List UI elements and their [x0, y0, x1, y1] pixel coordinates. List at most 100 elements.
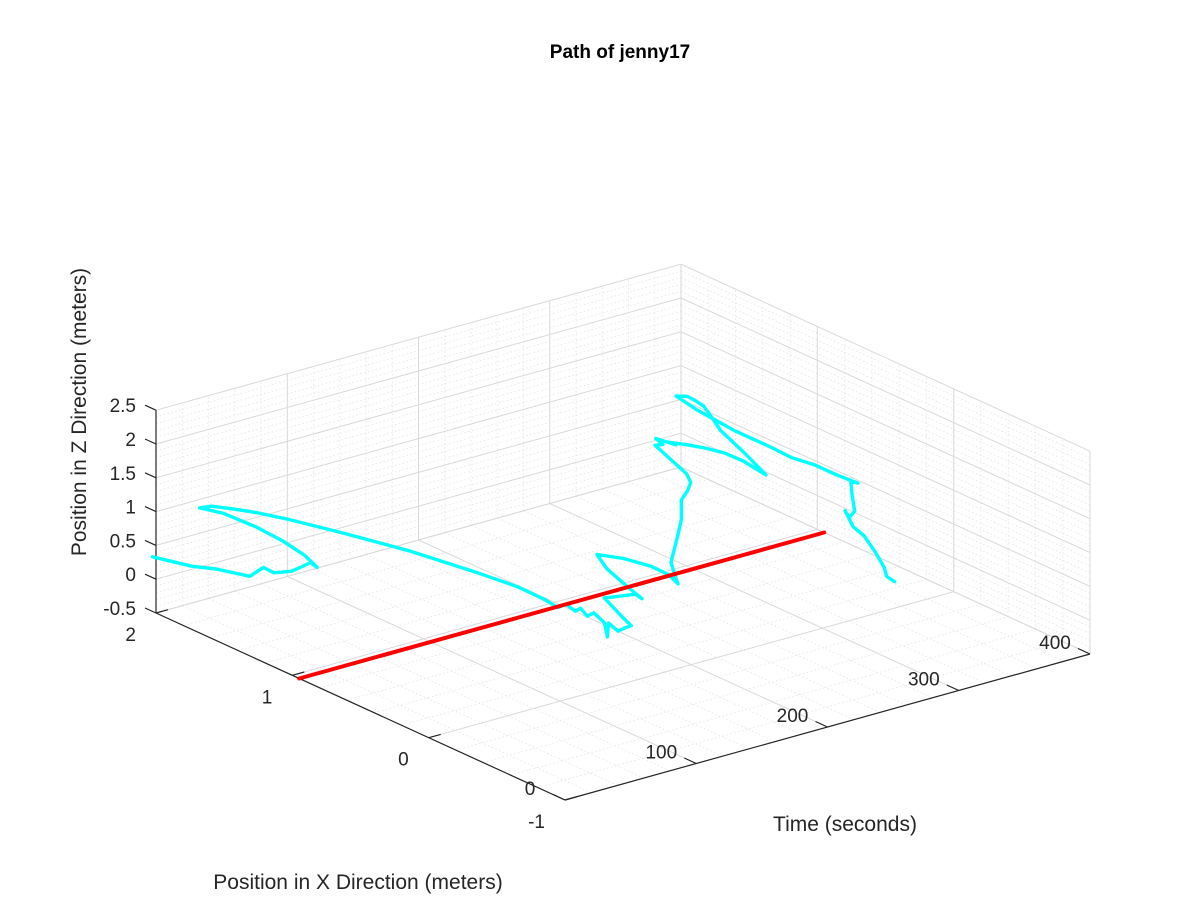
y-tick-mark	[564, 796, 578, 801]
y-tick-mark	[155, 609, 169, 614]
minor-gridline	[602, 488, 1012, 677]
x-tick-label: 400	[1039, 633, 1071, 654]
z-tick-mark	[144, 573, 157, 580]
minor-gridline	[234, 590, 644, 779]
minor-gridline	[680, 419, 1091, 608]
minor-gridline	[182, 605, 592, 794]
y-tick-mark	[292, 671, 305, 676]
minor-gridline	[680, 324, 1091, 513]
major-gridline	[155, 365, 682, 513]
minor-gridline	[680, 311, 1091, 499]
major-gridline	[680, 365, 1091, 554]
minor-gridline	[680, 372, 1091, 560]
x-tick-mark	[552, 793, 566, 801]
major-gridline	[680, 398, 1091, 587]
major-gridline	[155, 297, 682, 445]
z-tick-label: 1.5	[110, 464, 136, 485]
minor-gridline	[680, 378, 1091, 567]
major-gridline	[155, 331, 682, 479]
minor-gridline	[260, 583, 671, 772]
z-tick-mark	[144, 404, 157, 411]
major-gridline	[680, 297, 1091, 486]
z-tick-mark	[144, 607, 157, 614]
minor-gridline	[680, 446, 1091, 635]
minor-gridline	[680, 412, 1091, 601]
series-layer	[150, 394, 897, 681]
minor-gridline	[680, 439, 1091, 628]
major-gridline	[680, 466, 1091, 655]
z-tick-label: 2.5	[110, 396, 136, 417]
reference-series-line	[297, 530, 827, 681]
major-gridline	[292, 528, 818, 676]
minor-gridline	[523, 510, 933, 699]
y-tick-label: -1	[528, 812, 545, 833]
minor-gridline	[470, 525, 881, 713]
z-tick-mark	[144, 472, 157, 479]
z-tick-label: 1	[125, 498, 136, 519]
z-axis-label: Position in Z Direction (meters)	[68, 268, 91, 556]
major-gridline	[155, 263, 682, 411]
x-tick-label: 200	[777, 706, 809, 727]
z-tick-label: 0.5	[110, 531, 136, 552]
chart-title: Path of jenny17	[550, 42, 690, 63]
tick-labels: 0 100 200 300 400 -1 0 1 2 -0.5 0 0.5 1 1.5 2 2.5	[103, 396, 1071, 833]
y-tick-label: 1	[262, 687, 273, 708]
axes-lines	[144, 404, 1091, 801]
path-series-line	[150, 394, 897, 639]
y-axis-line	[155, 612, 566, 801]
minor-gridline	[680, 284, 1091, 472]
minor-gridline	[680, 277, 1091, 466]
minor-gridline	[680, 338, 1091, 526]
minor-gridline	[680, 426, 1091, 614]
major-grid	[155, 263, 1091, 801]
y-axis-label: Position in X Direction (meters)	[213, 871, 502, 894]
minor-gridline	[680, 453, 1091, 641]
minor-gridline	[680, 385, 1091, 574]
x-tick-label: 100	[645, 743, 677, 764]
minor-gridline	[680, 304, 1091, 493]
minor-gridline	[365, 554, 776, 742]
minor-gridline	[339, 561, 749, 750]
major-gridline	[155, 432, 682, 580]
minor-gridline	[680, 459, 1091, 648]
minor-gridline	[575, 495, 986, 684]
minor-gridline	[680, 344, 1091, 533]
minor-grid	[155, 263, 1091, 801]
x-axis-label: Time (seconds)	[773, 813, 917, 836]
x-tick-label: 0	[525, 779, 536, 800]
minor-gridline	[497, 517, 907, 706]
minor-gridline	[654, 473, 1064, 662]
z-tick-mark	[144, 506, 157, 513]
y-tick-mark	[428, 733, 441, 739]
major-gridline	[418, 539, 828, 728]
x-tick-label: 300	[908, 670, 940, 691]
minor-gridline	[680, 270, 1091, 459]
z-tick-mark	[144, 539, 157, 546]
major-gridline	[680, 331, 1091, 520]
y-tick-label: 0	[398, 750, 409, 771]
major-gridline	[287, 576, 697, 764]
minor-gridline	[680, 351, 1091, 540]
minor-gridline	[680, 358, 1091, 547]
minor-gridline	[680, 392, 1091, 580]
z-tick-label: -0.5	[103, 599, 136, 620]
y-tick-label: 2	[125, 625, 136, 646]
minor-gridline	[628, 481, 1038, 669]
minor-gridline	[313, 568, 723, 757]
minor-gridline	[208, 598, 618, 786]
x-tick-mark	[946, 684, 960, 692]
minor-gridline	[680, 317, 1091, 506]
minor-gridline	[444, 532, 854, 721]
minor-gridline	[680, 405, 1091, 594]
major-gridline	[680, 263, 1091, 452]
z-tick-label: 0	[125, 565, 136, 586]
minor-gridline	[392, 546, 802, 735]
x-tick-mark	[815, 720, 828, 728]
major-gridline	[155, 466, 682, 614]
z-tick-label: 2	[125, 430, 136, 451]
major-gridline	[428, 591, 954, 739]
major-gridline	[549, 503, 960, 691]
x-tick-mark	[684, 757, 697, 765]
z-tick-mark	[144, 438, 157, 445]
